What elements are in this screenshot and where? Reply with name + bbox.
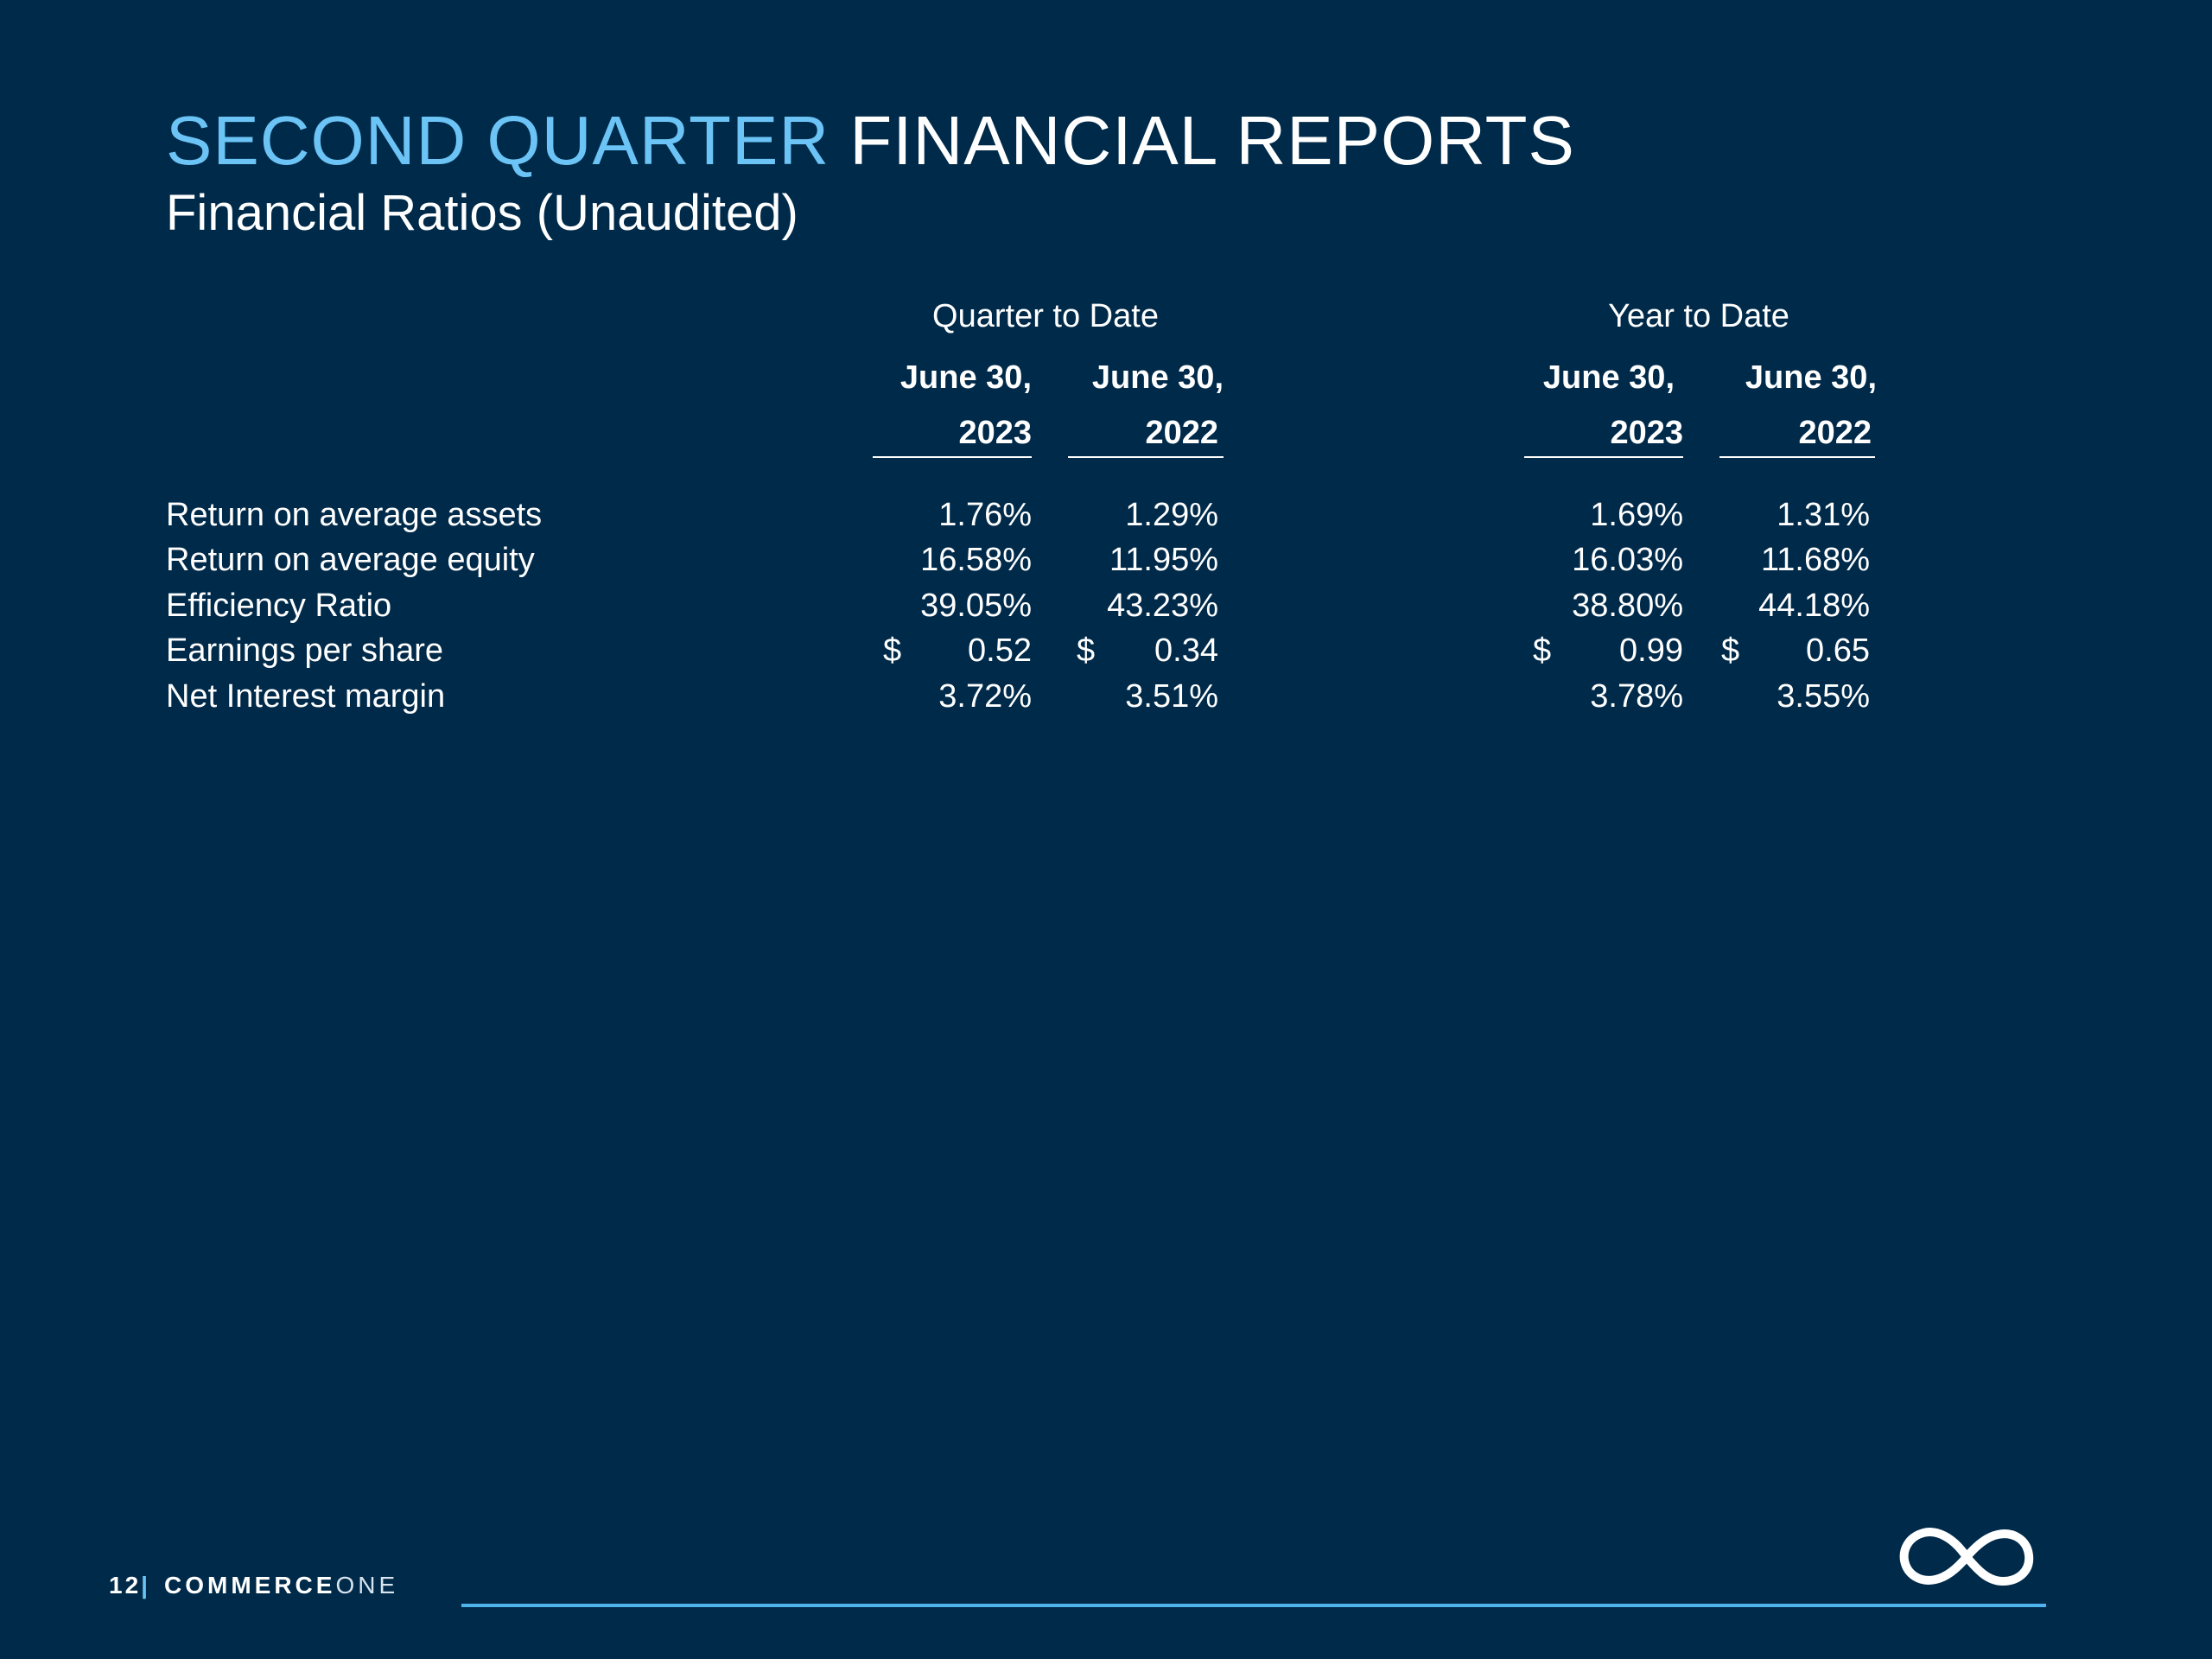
column-underline [1068, 456, 1224, 458]
table-cell: 43.23% [1107, 588, 1218, 624]
row-label-return-on-average-equity: Return on average equity [166, 542, 535, 578]
table-cell: 39.05% [920, 588, 1032, 624]
table-cell: 0.34 [1154, 632, 1218, 669]
column-header-ytd-2022-year: 2022 [1798, 415, 1872, 451]
column-header-ytd-2023-year: 2023 [1610, 415, 1683, 451]
table-cell: 1.69% [1590, 497, 1683, 533]
group-heading-year-to-date: Year to Date [1608, 298, 1789, 334]
infinity-icon [1899, 1528, 2034, 1586]
row-label-return-on-average-assets: Return on average assets [166, 497, 543, 533]
table-cell: 3.51% [1125, 678, 1218, 715]
column-header-ytd-2023-date: June 30, [1542, 359, 1675, 396]
table-cell: 0.65 [1806, 632, 1870, 669]
footer-brand-light: ONE [335, 1572, 399, 1599]
table-cell: 0.99 [1619, 632, 1683, 669]
page-number-separator: | [141, 1572, 150, 1599]
table-cell: 44.18% [1758, 588, 1870, 624]
page-title: SECOND QUARTER FINANCIAL REPORTS [166, 102, 1575, 180]
column-header-ytd-2022-date: June 30, [1745, 359, 1877, 396]
table-cell: 16.03% [1572, 542, 1683, 578]
currency-symbol: $ [1721, 632, 1740, 669]
table-cell: 1.31% [1777, 497, 1870, 533]
table-cell: 1.76% [938, 497, 1032, 533]
column-header-qtd-2023-date: June 30, [899, 359, 1032, 396]
row-label-efficiency-ratio: Efficiency Ratio [166, 588, 392, 624]
page-number: 12| [109, 1570, 150, 1601]
table-cell: 3.55% [1777, 678, 1870, 715]
table-cell: 11.95% [1109, 542, 1218, 578]
column-underline [1719, 456, 1875, 458]
column-header-qtd-2022-date: June 30, [1091, 359, 1224, 396]
page-subtitle: Financial Ratios (Unaudited) [166, 185, 798, 241]
table-cell: 3.78% [1590, 678, 1683, 715]
table-cell: 1.29% [1125, 497, 1218, 533]
page-number-value: 12 [109, 1572, 142, 1599]
title-rest: FINANCIAL REPORTS [849, 102, 1575, 179]
row-label-earnings-per-share: Earnings per share [166, 632, 444, 669]
currency-symbol: $ [883, 632, 902, 669]
column-header-qtd-2022-year: 2022 [1145, 415, 1218, 451]
footer-brand-bold: COMMERCE [164, 1572, 336, 1599]
group-heading-quarter-to-date: Quarter to Date [932, 298, 1159, 334]
currency-symbol: $ [1533, 632, 1552, 669]
row-label-net-interest-margin: Net Interest margin [166, 678, 446, 715]
table-cell: 3.72% [938, 678, 1032, 715]
column-header-qtd-2023-year: 2023 [958, 415, 1032, 451]
table-cell: 11.68% [1760, 542, 1870, 578]
footer-brand: COMMERCEONE [164, 1570, 398, 1601]
column-underline [1524, 456, 1683, 458]
footer-divider [461, 1604, 2046, 1607]
table-cell: 16.58% [920, 542, 1032, 578]
column-underline [873, 456, 1032, 458]
table-cell: 38.80% [1572, 588, 1683, 624]
title-accent: SECOND QUARTER [166, 102, 830, 179]
table-cell: 0.52 [968, 632, 1032, 669]
currency-symbol: $ [1077, 632, 1096, 669]
